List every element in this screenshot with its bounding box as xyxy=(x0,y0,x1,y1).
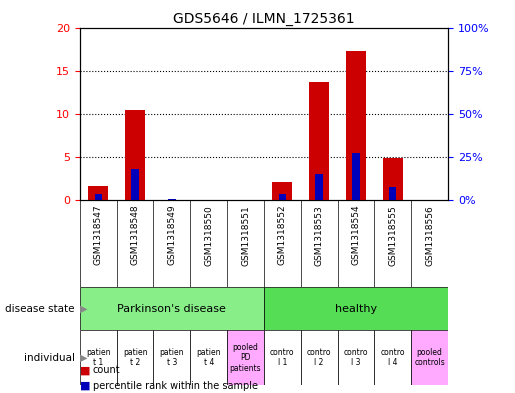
Text: GSM1318555: GSM1318555 xyxy=(388,205,397,266)
Text: healthy: healthy xyxy=(335,303,377,314)
Text: GSM1318548: GSM1318548 xyxy=(131,205,140,265)
Bar xyxy=(264,287,448,330)
Text: pooled
PD
patients: pooled PD patients xyxy=(230,343,261,373)
Bar xyxy=(88,186,108,200)
Bar xyxy=(309,82,329,200)
Text: GSM1318553: GSM1318553 xyxy=(315,205,323,266)
Text: contro
l 2: contro l 2 xyxy=(307,348,332,367)
Text: GSM1318550: GSM1318550 xyxy=(204,205,213,266)
Text: patien
t 1: patien t 1 xyxy=(86,348,111,367)
Bar xyxy=(95,195,102,200)
Bar xyxy=(80,330,117,385)
Text: GSM1318547: GSM1318547 xyxy=(94,205,102,265)
Title: GDS5646 / ILMN_1725361: GDS5646 / ILMN_1725361 xyxy=(173,13,355,26)
Text: ▶: ▶ xyxy=(80,353,88,363)
Bar xyxy=(383,158,403,200)
Text: disease state: disease state xyxy=(5,303,75,314)
Bar xyxy=(191,330,227,385)
Text: GSM1318552: GSM1318552 xyxy=(278,205,287,265)
Text: GSM1318554: GSM1318554 xyxy=(352,205,360,265)
Bar xyxy=(153,330,191,385)
Text: contro
l 4: contro l 4 xyxy=(381,348,405,367)
Bar xyxy=(352,153,359,200)
Bar xyxy=(227,330,264,385)
Text: individual: individual xyxy=(24,353,75,363)
Text: GSM1318549: GSM1318549 xyxy=(167,205,176,265)
Text: ▶: ▶ xyxy=(80,303,88,314)
Bar xyxy=(301,330,338,385)
Bar xyxy=(346,51,366,200)
Bar xyxy=(168,199,176,200)
Text: GSM1318556: GSM1318556 xyxy=(425,205,434,266)
Text: contro
l 1: contro l 1 xyxy=(270,348,295,367)
Text: patien
t 2: patien t 2 xyxy=(123,348,147,367)
Bar xyxy=(272,182,293,200)
Text: GSM1318551: GSM1318551 xyxy=(241,205,250,266)
Text: contro
l 3: contro l 3 xyxy=(344,348,368,367)
Text: patien
t 4: patien t 4 xyxy=(196,348,221,367)
Bar xyxy=(411,330,448,385)
Bar xyxy=(116,330,153,385)
Text: pooled
controls: pooled controls xyxy=(414,348,445,367)
Bar xyxy=(338,330,374,385)
Text: percentile rank within the sample: percentile rank within the sample xyxy=(93,381,258,391)
Bar xyxy=(264,330,301,385)
Bar xyxy=(374,330,411,385)
Bar xyxy=(279,193,286,200)
Text: patien
t 3: patien t 3 xyxy=(160,348,184,367)
Bar xyxy=(125,110,145,200)
Text: ■: ■ xyxy=(80,381,90,391)
Bar xyxy=(131,169,139,200)
Text: ■: ■ xyxy=(80,365,90,375)
Bar xyxy=(80,287,264,330)
Text: Parkinson's disease: Parkinson's disease xyxy=(117,303,226,314)
Bar xyxy=(316,174,323,200)
Text: count: count xyxy=(93,365,121,375)
Bar xyxy=(389,187,397,200)
